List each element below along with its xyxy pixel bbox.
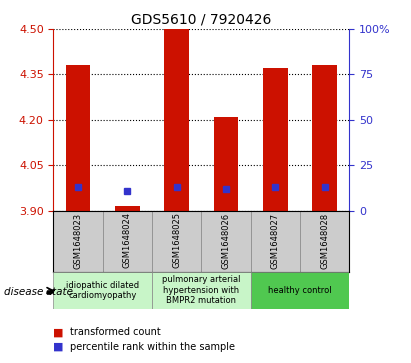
Text: pulmonary arterial
hypertension with
BMPR2 mutation: pulmonary arterial hypertension with BMP…: [162, 276, 240, 305]
Text: GSM1648028: GSM1648028: [320, 212, 329, 269]
Bar: [214, 117, 238, 211]
Text: GSM1648023: GSM1648023: [74, 212, 83, 269]
Bar: [312, 65, 337, 211]
Bar: [53, 272, 152, 309]
Text: ■: ■: [53, 327, 64, 337]
Bar: [115, 206, 140, 211]
Bar: [152, 211, 201, 272]
Bar: [300, 211, 349, 272]
Text: disease state: disease state: [4, 287, 73, 297]
Bar: [152, 272, 251, 309]
Text: ■: ■: [53, 342, 64, 352]
Text: transformed count: transformed count: [70, 327, 161, 337]
Text: idiopathic dilated
cardiomyopathy: idiopathic dilated cardiomyopathy: [66, 281, 139, 300]
Bar: [251, 272, 349, 309]
Text: GSM1648024: GSM1648024: [123, 212, 132, 268]
Bar: [164, 29, 189, 211]
Text: GSM1648027: GSM1648027: [271, 212, 280, 269]
Bar: [103, 211, 152, 272]
Text: healthy control: healthy control: [268, 286, 332, 295]
Title: GDS5610 / 7920426: GDS5610 / 7920426: [131, 12, 272, 26]
Bar: [251, 211, 300, 272]
Text: percentile rank within the sample: percentile rank within the sample: [70, 342, 235, 352]
Bar: [53, 211, 103, 272]
Bar: [66, 65, 90, 211]
Bar: [201, 211, 251, 272]
Bar: [263, 68, 288, 211]
Text: GSM1648025: GSM1648025: [172, 212, 181, 268]
Text: GSM1648026: GSM1648026: [222, 212, 231, 269]
